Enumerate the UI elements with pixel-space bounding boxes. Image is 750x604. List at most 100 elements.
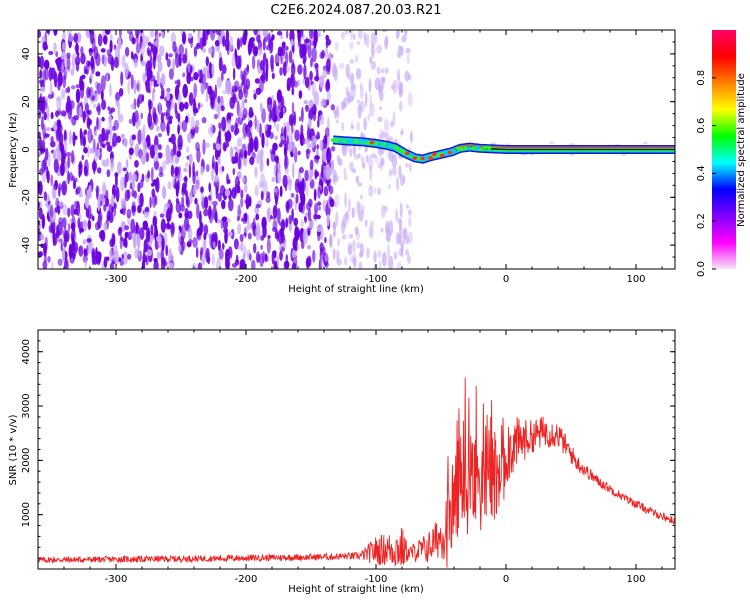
- noise-blob: [178, 53, 182, 67]
- noise-blob: [160, 73, 166, 87]
- noise-blob: [395, 208, 398, 222]
- noise-blob: [207, 85, 213, 95]
- noise-blob: [118, 226, 123, 235]
- noise-blob: [211, 63, 215, 78]
- noise-blob: [192, 237, 198, 248]
- noise-blob: [50, 140, 56, 148]
- noise-blob: [350, 94, 354, 103]
- noise-blob: [124, 235, 128, 248]
- noise-blob: [216, 76, 222, 88]
- noise-blob: [73, 33, 79, 43]
- noise-blob: [407, 91, 413, 107]
- noise-blob: [277, 167, 282, 184]
- noise-blob: [82, 221, 87, 227]
- noise-blob: [68, 33, 74, 42]
- noise-blob: [110, 197, 113, 205]
- x-tick-label: -200: [235, 574, 258, 585]
- noise-blob: [365, 91, 368, 107]
- noise-blob: [236, 100, 240, 116]
- noise-blob: [265, 45, 271, 51]
- noise-blob: [325, 46, 328, 60]
- noise-blob: [109, 238, 115, 248]
- noise-blob: [140, 112, 143, 120]
- noise-blob: [92, 158, 96, 175]
- noise-blob: [81, 74, 86, 80]
- noise-blob: [323, 186, 329, 197]
- noise-blob: [127, 231, 133, 241]
- noise-blob: [328, 185, 334, 195]
- noise-blob: [291, 45, 295, 53]
- noise-blob: [177, 93, 182, 106]
- noise-blob: [284, 183, 288, 192]
- noise-blob: [356, 99, 361, 104]
- noise-blob: [355, 175, 360, 184]
- noise-blob: [158, 144, 162, 151]
- spectrogram-y-axis: -40 -20 0 20 40: [21, 29, 675, 270]
- noise-blob: [297, 36, 301, 47]
- noise-blob: [326, 147, 332, 163]
- noise-blob: [184, 212, 189, 219]
- noise-blob: [301, 44, 307, 57]
- noise-blob: [40, 234, 45, 241]
- noise-blob: [53, 42, 57, 54]
- noise-blob: [115, 186, 120, 203]
- noise-blob: [258, 48, 262, 57]
- noise-blob: [302, 58, 306, 65]
- noise-blob: [369, 94, 372, 108]
- noise-blob: [225, 30, 230, 41]
- noise-blob: [70, 85, 76, 90]
- noise-blob: [159, 45, 165, 57]
- noise-blob: [326, 214, 330, 227]
- noise-blob: [352, 252, 357, 265]
- noise-blob: [280, 107, 284, 119]
- signal-blob: [389, 146, 395, 150]
- noise-blob: [300, 198, 306, 214]
- noise-blob: [293, 111, 297, 126]
- noise-blob: [98, 211, 103, 222]
- noise-blob: [169, 262, 174, 269]
- noise-blob: [245, 124, 251, 138]
- noise-blob: [158, 102, 162, 115]
- noise-blob: [359, 85, 364, 100]
- noise-blob: [154, 178, 158, 191]
- noise-blob: [380, 68, 385, 74]
- noise-blob: [336, 155, 341, 162]
- noise-blob: [221, 166, 225, 172]
- noise-blob: [298, 90, 303, 99]
- noise-blob: [172, 58, 175, 72]
- noise-blob: [91, 134, 94, 141]
- noise-blob: [130, 51, 134, 60]
- noise-blob: [314, 169, 318, 180]
- noise-blob: [308, 220, 314, 229]
- noise-blob: [241, 74, 246, 86]
- noise-blob: [235, 254, 239, 263]
- noise-blob: [101, 54, 105, 65]
- noise-blob: [262, 38, 266, 51]
- noise-blob: [270, 150, 276, 162]
- noise-blob: [64, 259, 69, 269]
- noise-blob: [259, 123, 262, 138]
- noise-blob: [344, 256, 348, 266]
- noise-blob: [89, 47, 93, 57]
- noise-blob: [247, 232, 252, 240]
- noise-blob: [236, 148, 241, 154]
- noise-blob: [58, 183, 62, 192]
- noise-blob: [43, 111, 47, 121]
- noise-blob: [225, 249, 231, 261]
- noise-blob: [359, 100, 365, 112]
- signal-blob: [420, 156, 426, 161]
- noise-blob: [61, 88, 66, 100]
- noise-blob: [385, 132, 390, 141]
- noise-blob: [258, 181, 264, 189]
- noise-blob: [200, 247, 204, 256]
- noise-blob: [38, 207, 43, 220]
- noise-blob: [379, 106, 383, 111]
- signal-blob: [396, 148, 402, 153]
- noise-blob: [38, 30, 41, 38]
- noise-blob: [352, 256, 357, 268]
- noise-blob: [152, 215, 158, 228]
- noise-blob: [285, 30, 289, 39]
- noise-blob: [238, 89, 244, 100]
- noise-blob: [92, 103, 97, 109]
- noise-blob: [266, 158, 270, 167]
